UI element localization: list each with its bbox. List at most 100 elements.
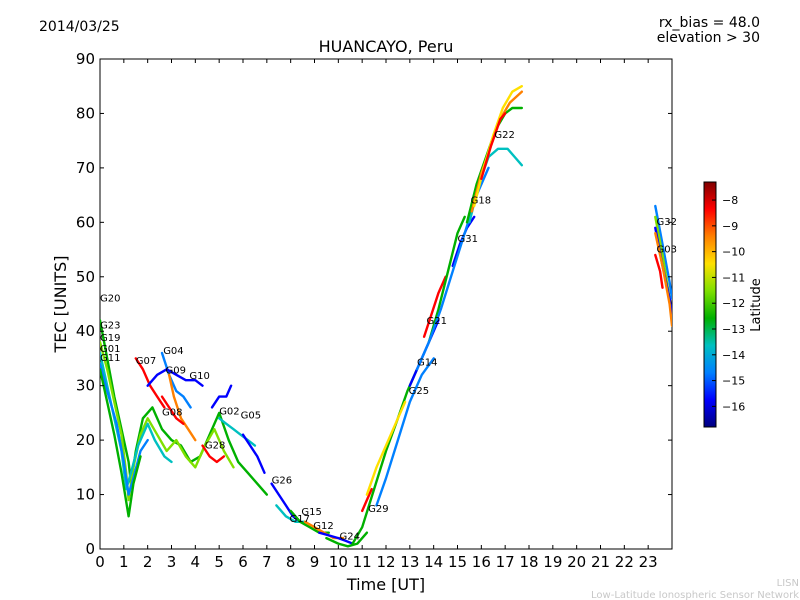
colorbar-gradient — [703, 181, 717, 428]
y-tick-label: 50 — [76, 268, 95, 286]
series-line-g02 — [210, 384, 233, 409]
satellite-label: G23 — [100, 321, 120, 332]
series-line-g22e — [480, 112, 507, 181]
satellite-label: G20 — [100, 293, 120, 304]
colorbar-tick-label: −10 — [722, 246, 745, 259]
x-tick-label: 18 — [519, 553, 538, 571]
series-line-g29 — [361, 487, 373, 513]
y-tick-label: 0 — [85, 540, 95, 558]
satellite-label: G25 — [409, 386, 429, 397]
colorbar-tick-label: −14 — [722, 349, 745, 362]
series-line-g10 — [146, 368, 204, 387]
series-line-g14 — [375, 357, 435, 507]
x-tick-label: 0 — [95, 553, 105, 571]
x-tick-label: 16 — [472, 553, 491, 571]
colorbar-tick-label: −8 — [722, 194, 738, 207]
satellite-label: G01 — [100, 344, 120, 355]
x-tick-label: 10 — [329, 553, 348, 571]
series-line-g20 — [100, 319, 268, 496]
y-tick-label: 20 — [76, 431, 95, 449]
series-line-g05 — [217, 417, 257, 447]
x-tick-label: 7 — [262, 553, 272, 571]
series-line-g25 — [351, 368, 419, 545]
colorbar-tick-label: −13 — [722, 323, 745, 336]
x-tick-label: 23 — [639, 553, 658, 571]
satellite-label: G22 — [494, 130, 514, 141]
x-tick-label: 21 — [591, 553, 610, 571]
satellite-label: G02 — [219, 407, 239, 418]
satellite-label: G29 — [368, 504, 388, 515]
x-tick-label: 20 — [567, 553, 586, 571]
colorbar-tick-label: −16 — [722, 400, 745, 413]
series-line-g04 — [160, 351, 192, 409]
date-label: 2014/03/25 — [39, 19, 120, 35]
satellite-label: G07 — [136, 356, 156, 367]
satellite-label: G31 — [458, 234, 478, 245]
y-tick-label: 10 — [76, 486, 95, 504]
colorbar-tick-label: −12 — [722, 297, 745, 310]
series-line-g21b — [422, 275, 447, 338]
satellite-label: G05 — [241, 410, 261, 421]
satellite-label: G21 — [427, 316, 447, 327]
x-tick-label: 11 — [353, 553, 372, 571]
footer-brand: LISN — [777, 578, 799, 589]
satellite-label: G17 — [290, 514, 310, 525]
series-line-g23 — [100, 340, 235, 502]
satellite-label: G18 — [471, 195, 491, 206]
y-tick-label: 90 — [76, 50, 95, 68]
x-tick-label: 22 — [615, 553, 634, 571]
series-line-g09 — [167, 373, 197, 442]
y-tick-label: 80 — [76, 104, 95, 122]
x-tick-label: 19 — [543, 553, 562, 571]
satellite-label: G03 — [657, 244, 677, 255]
colorbar-ticks: −8 −9 −10 −11 −12 −13 −14 −15 −16 — [712, 194, 745, 413]
satellite-label: G19 — [100, 333, 120, 344]
series-line-g01 — [100, 362, 149, 496]
x-tick-label: 17 — [496, 553, 515, 571]
x-tick-label: 2 — [143, 553, 153, 571]
series-line-g24b — [325, 531, 369, 548]
x-tick-label: 12 — [376, 553, 395, 571]
colorbar-tick-label: −9 — [722, 220, 738, 233]
satellite-label: G15 — [301, 507, 321, 518]
satellite-label: G12 — [313, 521, 333, 532]
series-line-g07 — [134, 357, 166, 409]
x-tick-label: 14 — [424, 553, 443, 571]
footer-network: Low-Latitude Ionospheric Sensor Network — [591, 590, 799, 600]
x-tick-label: 1 — [119, 553, 129, 571]
satellite-label: G09 — [166, 366, 186, 377]
x-axis-label: Time [UT] — [346, 575, 425, 594]
series-line-g03c — [654, 231, 672, 327]
x-tick-label: 15 — [448, 553, 467, 571]
series-line-g08 — [160, 395, 185, 425]
satellite-label: G11 — [100, 353, 120, 364]
colorbar-tick-label: −11 — [722, 271, 745, 284]
satellite-label: G10 — [189, 371, 209, 382]
satellite-label: G26 — [272, 476, 292, 487]
elevation-label: elevation > 30 — [657, 30, 760, 46]
series-line-g24 — [318, 531, 354, 545]
x-tick-label: 5 — [214, 553, 224, 571]
y-axis-label: TEC [UNITS] — [51, 256, 70, 354]
satellite-label: G32 — [657, 217, 677, 228]
satellite-label: G14 — [417, 358, 437, 369]
satellite-label: G24 — [340, 532, 360, 543]
series-line-g05b — [241, 433, 266, 474]
x-tick-label: 3 — [167, 553, 177, 571]
satellite-label: G04 — [163, 346, 183, 357]
series-line-g25b — [365, 400, 407, 496]
x-tick-label: 4 — [191, 553, 201, 571]
rx-bias-label: rx_bias = 48.0 — [659, 15, 760, 31]
chart-title: HUANCAYO, Peru — [319, 37, 454, 56]
colorbar-label: Latitude — [749, 278, 764, 332]
series-line-g31 — [427, 215, 466, 344]
y-tick-label: 40 — [76, 322, 95, 340]
y-tick-label: 60 — [76, 213, 95, 231]
x-tick-label: 8 — [286, 553, 296, 571]
colorbar: −8 −9 −10 −11 −12 −13 −14 −15 −16 Latitude — [703, 181, 764, 428]
x-axis-ticks: 0 1 2 3 4 5 6 7 8 9 10 11 12 13 14 15 16 17 18 19 20 21 22 23 — [95, 59, 658, 571]
x-tick-label: 6 — [238, 553, 248, 571]
series-layer — [100, 84, 672, 548]
